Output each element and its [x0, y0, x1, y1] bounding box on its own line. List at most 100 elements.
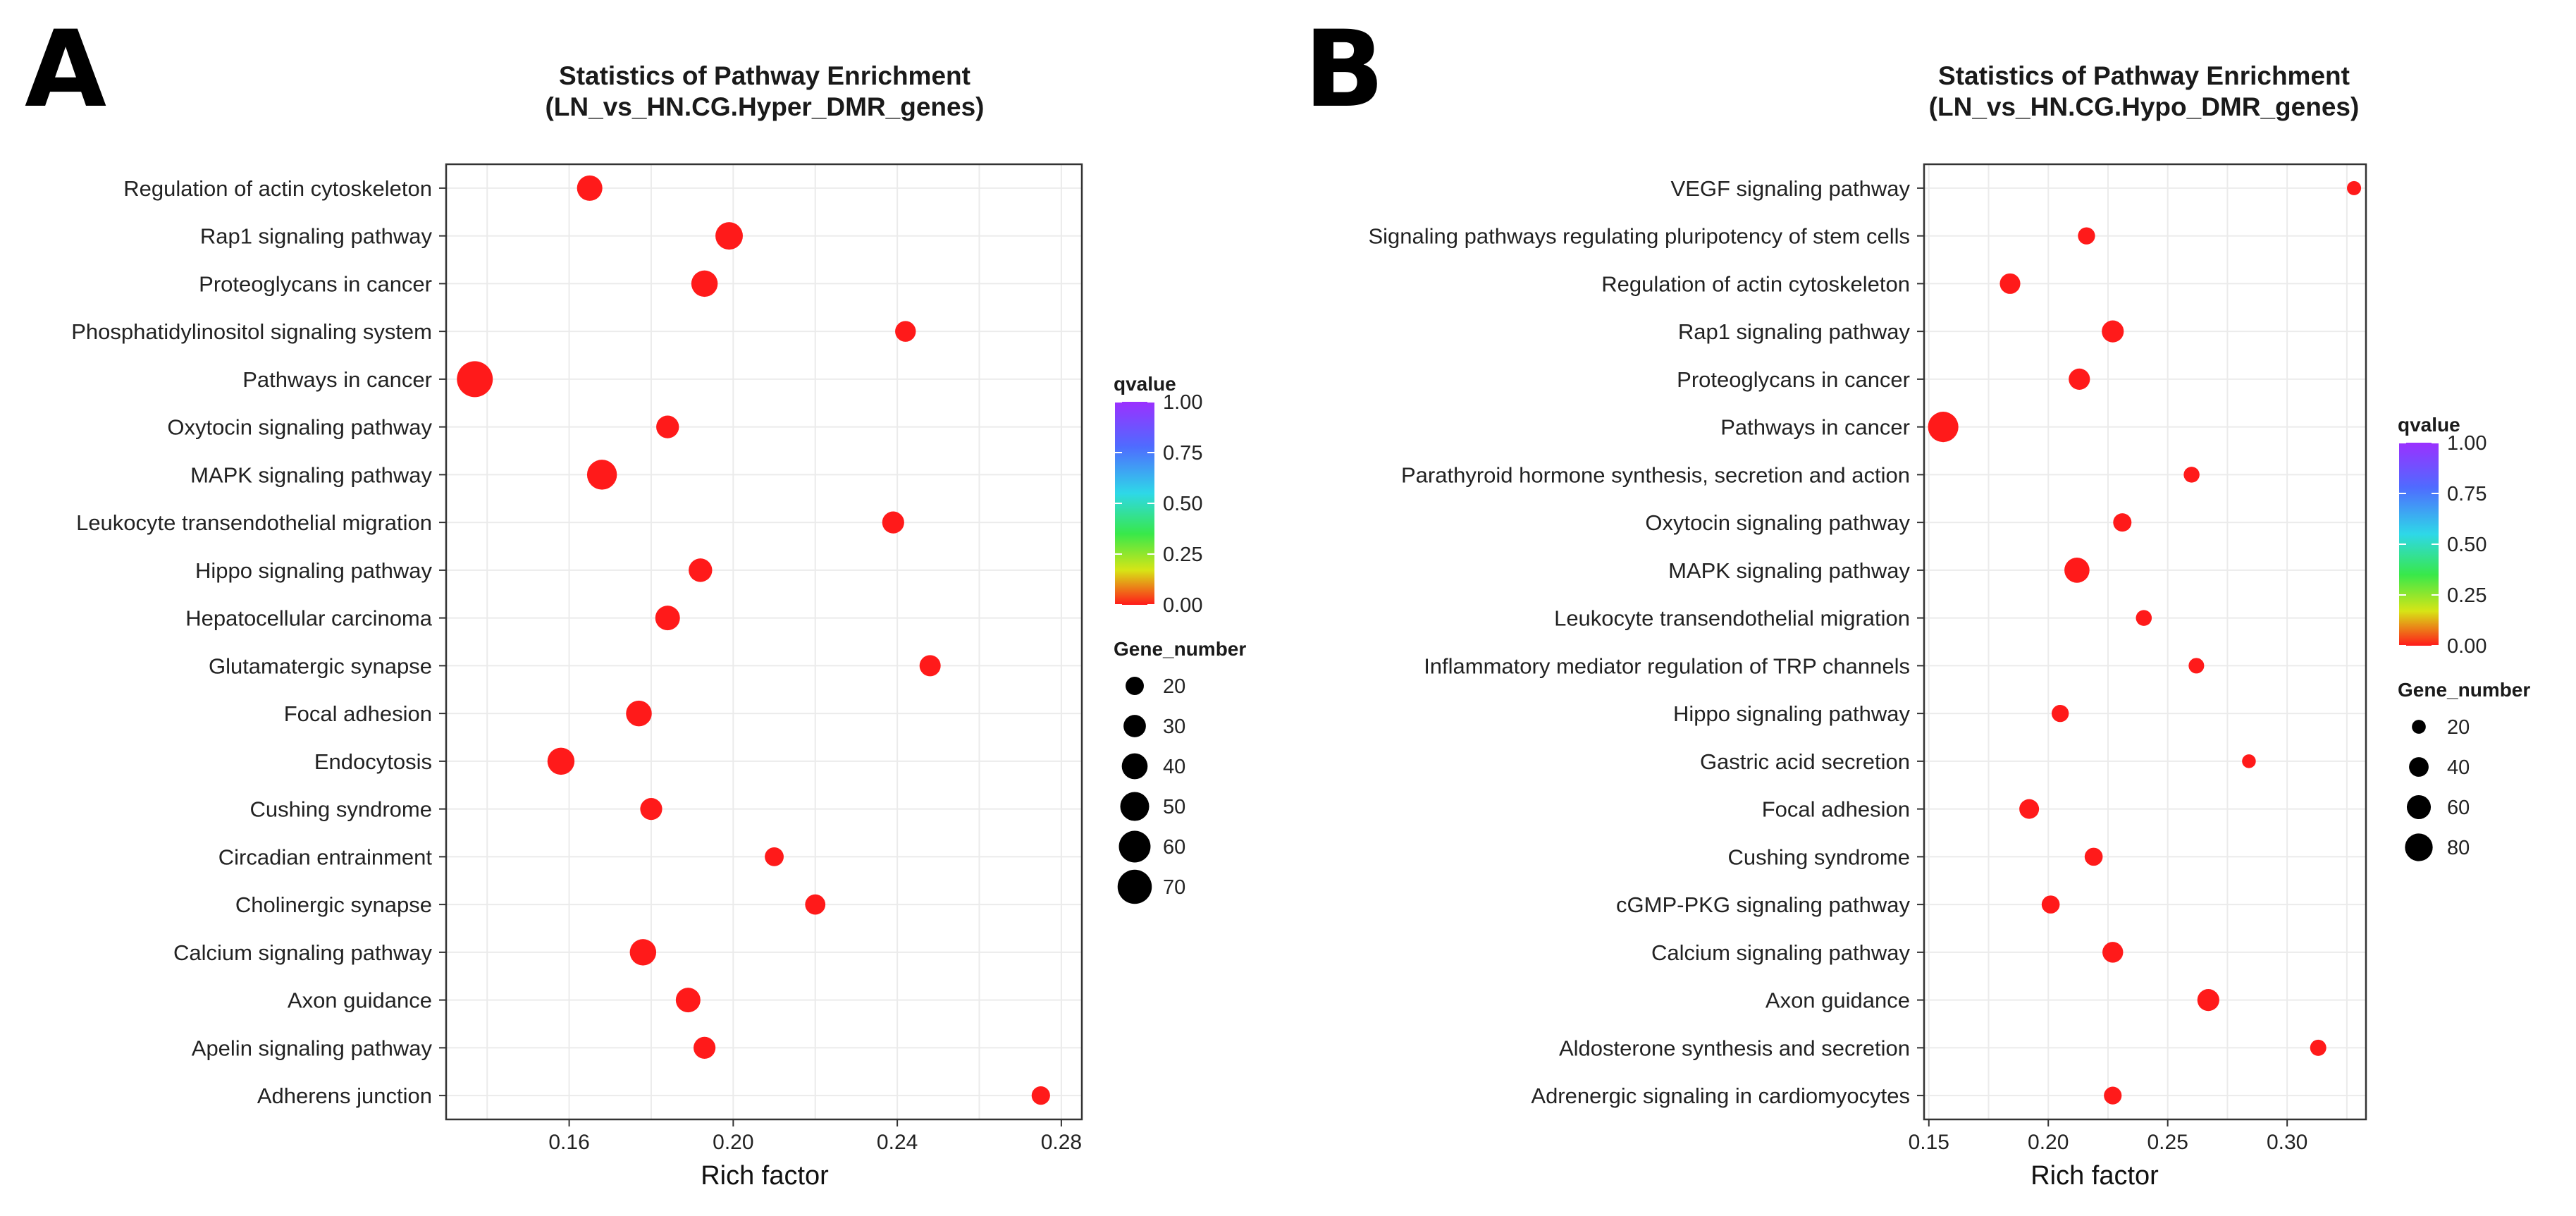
chart-b-y-label: Adrenergic signaling in cardiomyocytes: [1531, 1083, 1910, 1108]
chart-b-size-legend-label: 80: [2447, 837, 2470, 859]
chart-b-data-point: [2102, 942, 2124, 963]
chart-b-y-label: Proteoglycans in cancer: [1677, 367, 1910, 392]
chart-b-y-label: Axon guidance: [1765, 988, 1910, 1013]
chart-a-y-label: Adherens junction: [257, 1083, 432, 1108]
chart-a-data-point: [895, 321, 916, 342]
chart-a-size-legend-label: 30: [1163, 716, 1185, 738]
chart-b-plot-frame: [1923, 163, 2367, 1121]
chart-a-legend: qvalue 1.000.750.500.250.00 Gene_number …: [1114, 373, 1246, 904]
chart-b-data-point: [2310, 1039, 2327, 1056]
chart-a-x-tick-label: 0.24: [877, 1131, 918, 1154]
chart-b-y-label: Cushing syndrome: [1728, 845, 1910, 869]
chart-b-y-label: Focal adhesion: [1762, 797, 1910, 822]
chart-a-data-point: [694, 1036, 716, 1059]
chart-b-colorbar-label: 1.00: [2447, 432, 2486, 455]
chart-a-y-label: Focal adhesion: [284, 701, 432, 726]
chart-b-data-point: [2347, 180, 2362, 195]
chart-b-y-label: VEGF signaling pathway: [1671, 176, 1911, 201]
chart-a-size-legend-label: 20: [1163, 675, 1185, 698]
chart-a-size-legend-label: 70: [1163, 876, 1185, 899]
chart-a-size-legend-dot: [1117, 869, 1152, 904]
chart-b-y-label: Aldosterone synthesis and secretion: [1559, 1036, 1910, 1060]
chart-b-y-label: cGMP-PKG signaling pathway: [1616, 892, 1910, 917]
chart-b-x-tick-label: 0.20: [2028, 1131, 2069, 1154]
chart-a-plot-frame: [445, 163, 1083, 1121]
chart-a-y-label: Cushing syndrome: [250, 797, 432, 822]
chart-b-colorbar-label: 0.75: [2447, 483, 2486, 505]
chart-a-size-legend-label: 60: [1163, 836, 1185, 859]
chart-b-y-label: Inflammatory mediator regulation of TRP …: [1424, 653, 1910, 678]
panel-label-b: B: [1304, 8, 1384, 131]
chart-b-data-point: [2069, 368, 2090, 390]
chart-a-colorbar-label: 0.00: [1163, 594, 1202, 617]
chart-a-data-point: [655, 606, 680, 631]
chart-a-colorbar-label: 1.00: [1163, 391, 1202, 414]
chart-a-x-axis-title: Rich factor: [701, 1161, 829, 1191]
chart-b-y-label: Hippo signaling pathway: [1673, 701, 1911, 726]
chart-a-y-label: Circadian entrainment: [218, 845, 433, 869]
chart-a-size-legend-dot: [1118, 830, 1151, 863]
chart-a-y-label: Cholinergic synapse: [235, 892, 432, 917]
chart-b-plot: VEGF signaling pathway Signaling pathways…: [1368, 163, 2367, 1154]
chart-b-data-point: [2242, 754, 2256, 768]
chart-a-panel-background: [446, 164, 1082, 1119]
chart-b-colorbar-label: 0.50: [2447, 534, 2486, 556]
chart-a-size-legend-label: 50: [1163, 796, 1185, 818]
chart-b-y-label: Signaling pathways regulating pluripoten…: [1368, 224, 1910, 249]
chart-b-y-label: Leukocyte transendothelial migration: [1554, 606, 1910, 631]
chart-a-gene-number-legend-title: Gene_number: [1114, 638, 1246, 660]
chart-a-y-label: Oxytocin signaling pathway: [167, 415, 432, 440]
chart-b-data-point: [2188, 658, 2205, 674]
chart-a-y-label: Regulation of actin cytoskeleton: [123, 176, 432, 201]
chart-b-panel-background: [1924, 164, 2366, 1119]
chart-b-data-point: [2104, 1086, 2122, 1105]
chart-a-qvalue-legend-title: qvalue: [1114, 373, 1176, 395]
chart-b-x-tick-label: 0.30: [2267, 1131, 2307, 1154]
chart-a-y-label: Calcium signaling pathway: [173, 940, 433, 965]
chart-b-x-axis-title: Rich factor: [2030, 1161, 2159, 1191]
chart-b-data-point: [2113, 513, 2132, 532]
chart-b-size-legend-dot: [2405, 833, 2433, 861]
chart-a-data-point: [689, 558, 713, 582]
chart-a-size-legend-dot: [1121, 753, 1148, 780]
chart-a-data-point: [629, 939, 657, 966]
chart-a-data-point: [656, 415, 679, 438]
chart-b-colorbar-label: 0.25: [2447, 584, 2486, 607]
chart-b-data-point: [2136, 610, 2152, 626]
chart-a-size-legend-dot: [1123, 715, 1146, 737]
chart-a-y-label: Glutamatergic synapse: [209, 653, 432, 678]
chart-a-data-point: [547, 747, 575, 775]
chart-b-y-label: Regulation of actin cytoskeleton: [1601, 271, 1910, 296]
chart-b-size-legend-dot: [2412, 720, 2426, 734]
chart-b-legend: qvalue 1.000.750.500.250.00 Gene_number …: [2398, 414, 2530, 861]
chart-b-x-tick-label: 0.15: [1909, 1131, 1949, 1154]
chart-a-y-label: Proteoglycans in cancer: [199, 271, 432, 296]
chart-a-size-legend-dot: [1120, 792, 1150, 821]
chart-a-subtitle: (LN_vs_HN.CG.Hyper_DMR_genes): [545, 92, 984, 121]
chart-a-y-label: Apelin signaling pathway: [192, 1036, 433, 1060]
chart-b-qvalue-legend-title: qvalue: [2398, 414, 2460, 436]
chart-b-x-tick-label: 0.25: [2147, 1131, 2188, 1154]
panel-label-a: A: [25, 8, 106, 131]
chart-a-y-label: Pathways in cancer: [242, 367, 432, 392]
chart-a-size-legend-label: 40: [1163, 756, 1185, 778]
chart-a-x-tick-label: 0.20: [713, 1131, 753, 1154]
chart-b-subtitle: (LN_vs_HN.CG.Hypo_DMR_genes): [1929, 92, 2360, 121]
chart-a-data-point: [691, 270, 718, 297]
chart-b-data-point: [2052, 704, 2069, 723]
chart-b-y-label: Gastric acid secretion: [1700, 749, 1910, 774]
chart-a-data-point: [675, 988, 701, 1013]
chart-b-size-legend-label: 60: [2447, 797, 2470, 819]
chart-a-data-point: [586, 460, 617, 490]
chart-a-colorbar-label: 0.75: [1163, 442, 1202, 465]
chart-a-x-tick-label: 0.16: [548, 1131, 589, 1154]
chart-a-data-point: [640, 798, 663, 821]
chart-b-size-legend-label: 40: [2447, 756, 2470, 779]
chart-b-y-label: Calcium signaling pathway: [1651, 940, 1911, 965]
chart-b-y-label: Parathyroid hormone synthesis, secretion…: [1401, 462, 1910, 487]
chart-b-data-point: [2183, 467, 2200, 483]
chart-a-data-point: [1031, 1086, 1050, 1105]
chart-b-data-point: [2041, 895, 2060, 914]
